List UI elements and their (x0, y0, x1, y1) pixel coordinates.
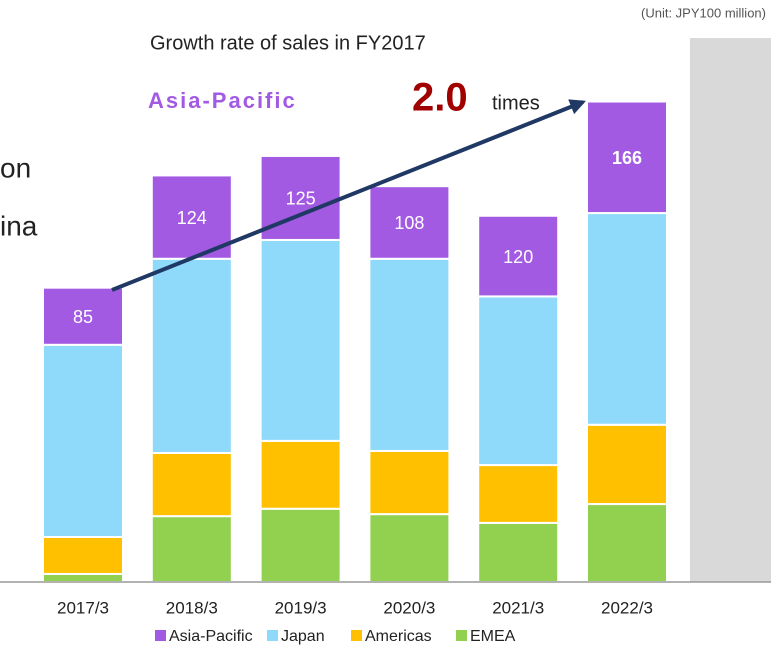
x-tick-label: 2017/3 (57, 598, 109, 617)
data-label: 108 (394, 213, 424, 233)
unit-note: (Unit: JPY100 million) (641, 5, 766, 20)
legend-label: EMEA (470, 628, 516, 645)
bar-segment (477, 214, 560, 298)
bar-segment (42, 535, 124, 575)
data-label: 125 (286, 189, 316, 209)
legend-swatch (155, 630, 166, 641)
x-tick-label: 2021/3 (492, 598, 544, 617)
x-tick-label: 2022/3 (601, 598, 653, 617)
bar-segment (42, 343, 124, 538)
data-label: 166 (612, 148, 642, 168)
bar-segment (259, 507, 342, 584)
bar-segment (42, 286, 124, 346)
annotation-suffix: times (492, 92, 540, 114)
data-label: 124 (177, 208, 207, 228)
data-label: 85 (73, 307, 93, 327)
bar-segment (150, 451, 233, 518)
legend-swatch (351, 630, 362, 641)
bar-segment (477, 521, 560, 584)
bar-segment (477, 464, 560, 524)
cropped-text: ina (0, 210, 38, 241)
bar-segment (586, 423, 668, 506)
bar-segment (368, 513, 451, 583)
x-tick-label: 2018/3 (166, 598, 218, 617)
bar-segment (42, 572, 124, 583)
bar-segment (150, 174, 233, 260)
legend-swatch (267, 630, 278, 641)
chart-title: Growth rate of sales in FY2017 (150, 32, 426, 54)
bar-segment (259, 154, 342, 241)
bar-segment (586, 212, 668, 426)
legend-label: Americas (365, 628, 432, 645)
legend-label: Asia-Pacific (169, 628, 253, 645)
bar-segment (368, 257, 451, 452)
bar-segment (368, 185, 451, 260)
x-tick-label: 2020/3 (383, 598, 435, 617)
legend-swatch (456, 630, 467, 641)
cropped-text: on (0, 152, 31, 183)
bar-segment (586, 503, 668, 584)
bar-segment (586, 100, 668, 215)
growth-arrow (111, 99, 586, 292)
side-panel (690, 38, 771, 582)
bar-segment (477, 295, 560, 467)
data-label: 120 (503, 247, 533, 267)
legend-label: Japan (281, 628, 325, 645)
x-tick-label: 2019/3 (275, 598, 327, 617)
annotation-region: Asia-Pacific (148, 88, 297, 113)
annotation-ratio: 2.0 (412, 76, 468, 120)
bar-segment (368, 449, 451, 516)
bar-segment (150, 515, 233, 583)
bar-segment (259, 238, 342, 442)
bar-segment (150, 257, 233, 454)
bar-segment (259, 439, 342, 510)
